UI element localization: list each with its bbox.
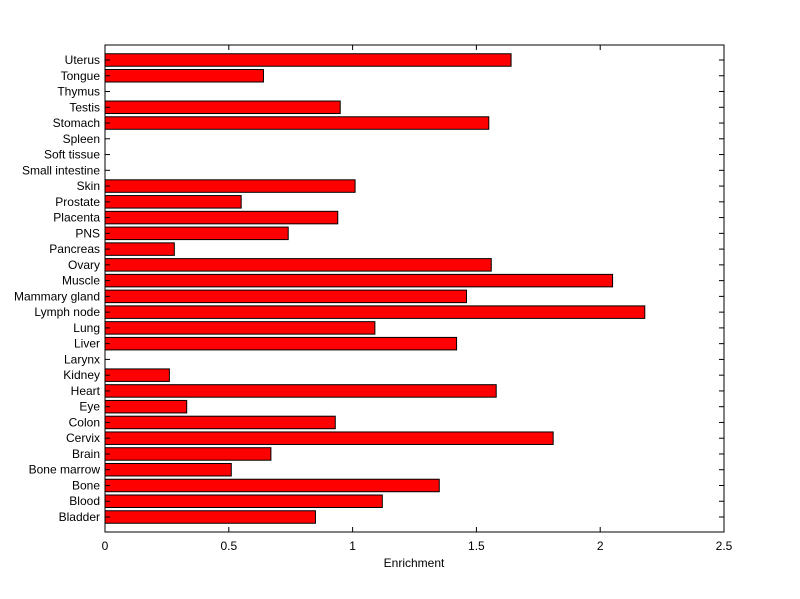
x-axis: 0 0.5 1 1.5 2 2.5 xyxy=(102,45,733,553)
bar-skin xyxy=(104,179,356,193)
bar-colon xyxy=(104,415,336,430)
y-tick-label: Eye xyxy=(79,400,100,414)
y-tick-label: Cervix xyxy=(66,431,100,445)
x-tick-label: 0.5 xyxy=(220,539,237,553)
y-tick-label: Mammary gland xyxy=(14,289,100,303)
bar-heart xyxy=(104,384,497,398)
y-tick-label: Thymus xyxy=(57,85,100,99)
y-tick-label: Colon xyxy=(69,415,100,429)
bar-bone xyxy=(104,478,440,493)
y-tick-label: Pancreas xyxy=(49,242,100,256)
y-tick-label: Bone xyxy=(72,478,100,492)
bar-mammary-gland xyxy=(104,289,467,304)
bar-uterus xyxy=(104,53,512,67)
y-tick-label: Small intestine xyxy=(22,163,100,177)
bar-bone-marrow xyxy=(104,462,232,477)
y-tick-label: PNS xyxy=(75,226,100,240)
bar-eye xyxy=(104,399,188,414)
y-tick-label: Kidney xyxy=(63,368,100,382)
y-tick-label: Tongue xyxy=(61,69,101,83)
bar-pancreas xyxy=(104,242,175,256)
bar-stomach xyxy=(104,116,490,130)
y-tick-label: Liver xyxy=(74,337,100,351)
x-tick-label: 2 xyxy=(597,539,604,553)
x-tick-label: 1 xyxy=(349,539,356,553)
bar-liver xyxy=(104,336,458,351)
y-tick-label: Bladder xyxy=(59,510,100,524)
y-tick-label: Testis xyxy=(69,100,100,114)
y-tick-label: Placenta xyxy=(53,211,100,225)
x-tick-label: 0 xyxy=(102,539,109,553)
x-axis-label: Enrichment xyxy=(384,556,445,570)
bar-bladder xyxy=(104,510,316,524)
y-tick-label: Skin xyxy=(77,179,100,193)
y-tick-label: Stomach xyxy=(53,116,100,130)
y-tick-label: Lymph node xyxy=(34,305,100,319)
bar-blood xyxy=(104,494,383,508)
bar-cervix xyxy=(104,431,554,445)
y-tick-label: Soft tissue xyxy=(44,148,100,162)
y-tick-label: Bone marrow xyxy=(29,463,101,477)
y-tick-label: Heart xyxy=(71,384,101,398)
x-tick-label: 1.5 xyxy=(468,539,485,553)
bar-tongue xyxy=(104,69,264,83)
bar-lymph-node xyxy=(104,305,646,319)
bar-pns xyxy=(104,226,289,241)
bar-kidney xyxy=(104,368,170,382)
x-tick-label: 2.5 xyxy=(716,539,733,553)
bar-placenta xyxy=(104,210,339,225)
bar-prostate xyxy=(104,195,242,209)
bar-muscle xyxy=(104,273,614,288)
y-tick-label: Blood xyxy=(69,494,100,508)
bar-ovary xyxy=(104,258,492,272)
bar-brain xyxy=(104,447,272,461)
y-tick-label: Lung xyxy=(73,321,100,335)
y-tick-label: Brain xyxy=(72,447,100,461)
bar-lung xyxy=(104,321,376,335)
y-tick-label: Larynx xyxy=(64,352,100,366)
y-tick-label: Prostate xyxy=(55,195,100,209)
y-tick-label: Uterus xyxy=(65,53,100,67)
plot-frame xyxy=(104,44,725,533)
y-tick-label: Ovary xyxy=(68,258,100,272)
bar-testis xyxy=(104,100,341,115)
y-tick-label: Spleen xyxy=(63,132,100,146)
y-tick-label: Muscle xyxy=(62,274,100,288)
